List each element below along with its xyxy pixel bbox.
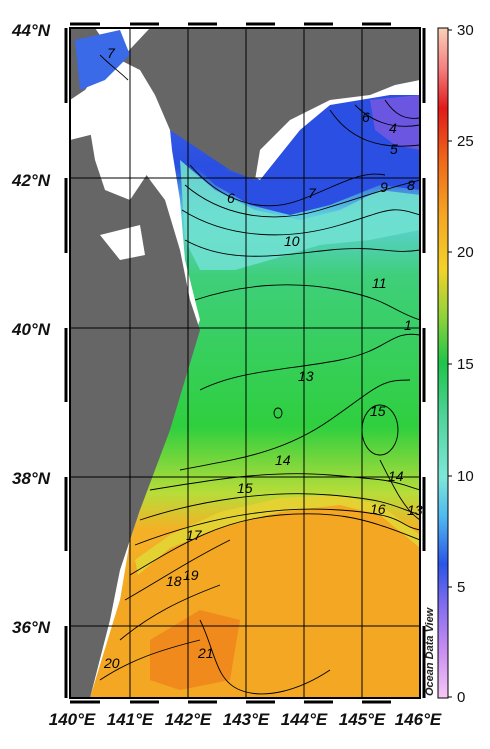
lat-label: 44°N bbox=[11, 21, 51, 40]
contour-label: 7 bbox=[107, 45, 116, 61]
contour-label: 14 bbox=[275, 452, 291, 468]
contour-label: 16 bbox=[370, 501, 386, 517]
contour-label: 15 bbox=[370, 403, 386, 419]
cold-core-patch bbox=[370, 95, 420, 150]
colorbar-tick-label: 15 bbox=[457, 356, 474, 373]
colorbar-tick-label: 0 bbox=[457, 689, 465, 706]
lat-label: 38°N bbox=[12, 469, 51, 488]
contour-label: 11 bbox=[372, 275, 387, 291]
contour-label: 19 bbox=[183, 567, 199, 583]
ocean-data-view-watermark: Ocean Data View bbox=[424, 606, 436, 696]
cyan-band bbox=[180, 160, 420, 270]
contour-label: 6 bbox=[227, 190, 235, 206]
contour-label: 18 bbox=[166, 573, 182, 589]
longitude-labels: 140°E 141°E 142°E 143°E 144°E 145°E 146°… bbox=[49, 710, 442, 729]
lon-label: 140°E bbox=[49, 710, 96, 729]
contour-label-group: 7 6 4 5 6 7 9 8 10 11 1 13 15 14 15 14 1… bbox=[103, 45, 423, 671]
contour-label: 21 bbox=[197, 645, 214, 661]
colorbar-ticks bbox=[448, 29, 452, 698]
contour-label: 7 bbox=[308, 185, 317, 201]
lat-label: 40°N bbox=[11, 320, 51, 339]
colorbar-gradient bbox=[437, 27, 449, 699]
contour-label: 14 bbox=[388, 468, 404, 484]
warm-core-patch bbox=[150, 610, 240, 690]
hokkaido-land bbox=[120, 28, 420, 180]
contour-label: 10 bbox=[284, 233, 300, 249]
lat-label: 36°N bbox=[12, 618, 51, 637]
lon-label: 146°E bbox=[395, 710, 442, 729]
honshu-land bbox=[70, 130, 200, 698]
contour-label: 1 bbox=[404, 317, 412, 333]
lon-label: 144°E bbox=[281, 710, 328, 729]
colorbar-tick-label: 20 bbox=[457, 244, 474, 261]
contour-label: 17 bbox=[186, 527, 203, 543]
colorbar: 30 25 20 15 10 5 0 bbox=[437, 22, 474, 706]
contour-label: 15 bbox=[237, 480, 253, 496]
lon-label: 142°E bbox=[165, 710, 212, 729]
lon-label: 145°E bbox=[339, 710, 386, 729]
nw-sea-patch bbox=[75, 30, 130, 90]
colorbar-tick-label: 5 bbox=[457, 579, 465, 596]
contour-label: 5 bbox=[390, 141, 398, 157]
colorbar-tick-label: 10 bbox=[457, 468, 474, 485]
latitude-labels: 44°N 42°N 40°N 38°N 36°N bbox=[11, 21, 51, 637]
contour-label: 20 bbox=[103, 655, 120, 671]
map-area bbox=[70, 28, 420, 698]
colorbar-tick-label: 25 bbox=[457, 133, 474, 150]
contour-label: 8 bbox=[407, 177, 415, 193]
coastal-gap bbox=[90, 130, 150, 200]
coastal-gap-2 bbox=[100, 225, 145, 260]
lat-label: 42°N bbox=[11, 171, 51, 190]
contour-label: 13 bbox=[298, 368, 314, 384]
map-frame bbox=[69, 27, 421, 699]
graticule bbox=[70, 28, 420, 698]
contour-label: 6 bbox=[362, 109, 370, 125]
map-frame-ticks bbox=[64, 22, 426, 704]
lon-label: 143°E bbox=[223, 710, 270, 729]
contour-label: 9 bbox=[380, 179, 388, 195]
contour-label: 4 bbox=[389, 120, 397, 136]
colorbar-tick-label: 30 bbox=[457, 22, 474, 39]
contour-label: 13 bbox=[407, 502, 423, 518]
lon-label: 141°E bbox=[107, 710, 154, 729]
